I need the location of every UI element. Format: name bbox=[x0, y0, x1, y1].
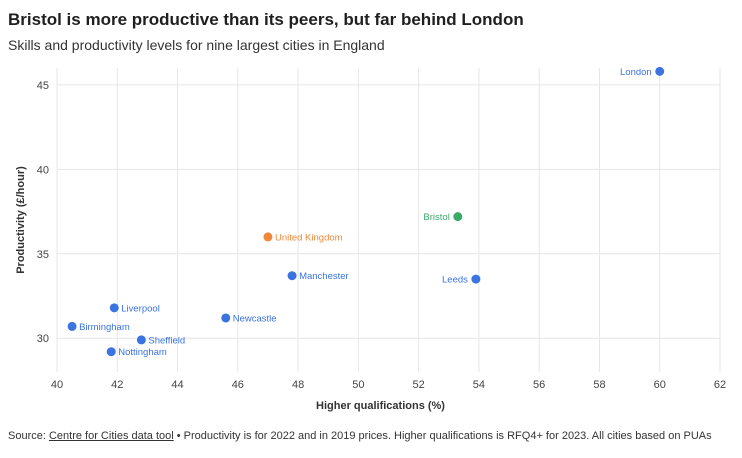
source-note: • Productivity is for 2022 and in 2019 p… bbox=[173, 430, 712, 442]
x-tick-label: 44 bbox=[171, 379, 183, 391]
source-link[interactable]: Centre for Cities data tool bbox=[48, 430, 174, 442]
data-point-sheffield[interactable] bbox=[136, 335, 146, 345]
data-point-london[interactable] bbox=[655, 66, 665, 76]
x-tick-label: 62 bbox=[714, 379, 726, 391]
data-point-manchester[interactable] bbox=[287, 271, 297, 281]
data-label: Birmingham bbox=[79, 322, 130, 333]
chart-subtitle: Skills and productivity levels for nine … bbox=[8, 37, 385, 53]
x-tick-label: 50 bbox=[352, 379, 364, 391]
data-label: Manchester bbox=[299, 271, 349, 282]
data-label: United Kingdom bbox=[275, 232, 343, 243]
data-point-united-kingdom[interactable] bbox=[263, 232, 273, 242]
source-prefix: Source: bbox=[8, 430, 49, 442]
data-label: Newcastle bbox=[233, 313, 277, 324]
y-tick-label: 35 bbox=[37, 249, 49, 261]
x-tick-label: 54 bbox=[473, 379, 485, 391]
y-axis-label: Productivity (£/hour) bbox=[15, 166, 27, 274]
data-point-bristol[interactable] bbox=[453, 212, 463, 222]
data-point-leeds[interactable] bbox=[471, 274, 481, 284]
x-axis-label: Higher qualifications (%) bbox=[316, 400, 445, 412]
data-label: Liverpool bbox=[121, 303, 160, 314]
y-tick-label: 30 bbox=[37, 333, 49, 345]
data-label: Sheffield bbox=[148, 335, 185, 346]
x-tick-label: 42 bbox=[111, 379, 123, 391]
x-tick-label: 58 bbox=[593, 379, 605, 391]
data-point-nottingham[interactable] bbox=[106, 347, 116, 357]
y-tick-label: 40 bbox=[37, 164, 49, 176]
chart-title: Bristol is more productive than its peer… bbox=[8, 10, 524, 29]
x-tick-label: 60 bbox=[654, 379, 666, 391]
x-tick-label: 48 bbox=[292, 379, 304, 391]
data-point-birmingham[interactable] bbox=[67, 321, 77, 331]
x-tick-label: 56 bbox=[533, 379, 545, 391]
x-tick-label: 40 bbox=[51, 379, 63, 391]
source-footer: Source: Centre for Cities data tool • Pr… bbox=[8, 430, 712, 442]
data-label: London bbox=[620, 67, 652, 78]
data-label: Leeds bbox=[442, 275, 468, 286]
x-tick-label: 46 bbox=[232, 379, 244, 391]
data-point-newcastle[interactable] bbox=[221, 313, 231, 323]
data-point-liverpool[interactable] bbox=[109, 303, 119, 313]
data-label: Nottingham bbox=[118, 347, 167, 358]
x-tick-label: 52 bbox=[413, 379, 425, 391]
data-label: Bristol bbox=[423, 212, 449, 223]
y-tick-label: 45 bbox=[37, 80, 49, 92]
